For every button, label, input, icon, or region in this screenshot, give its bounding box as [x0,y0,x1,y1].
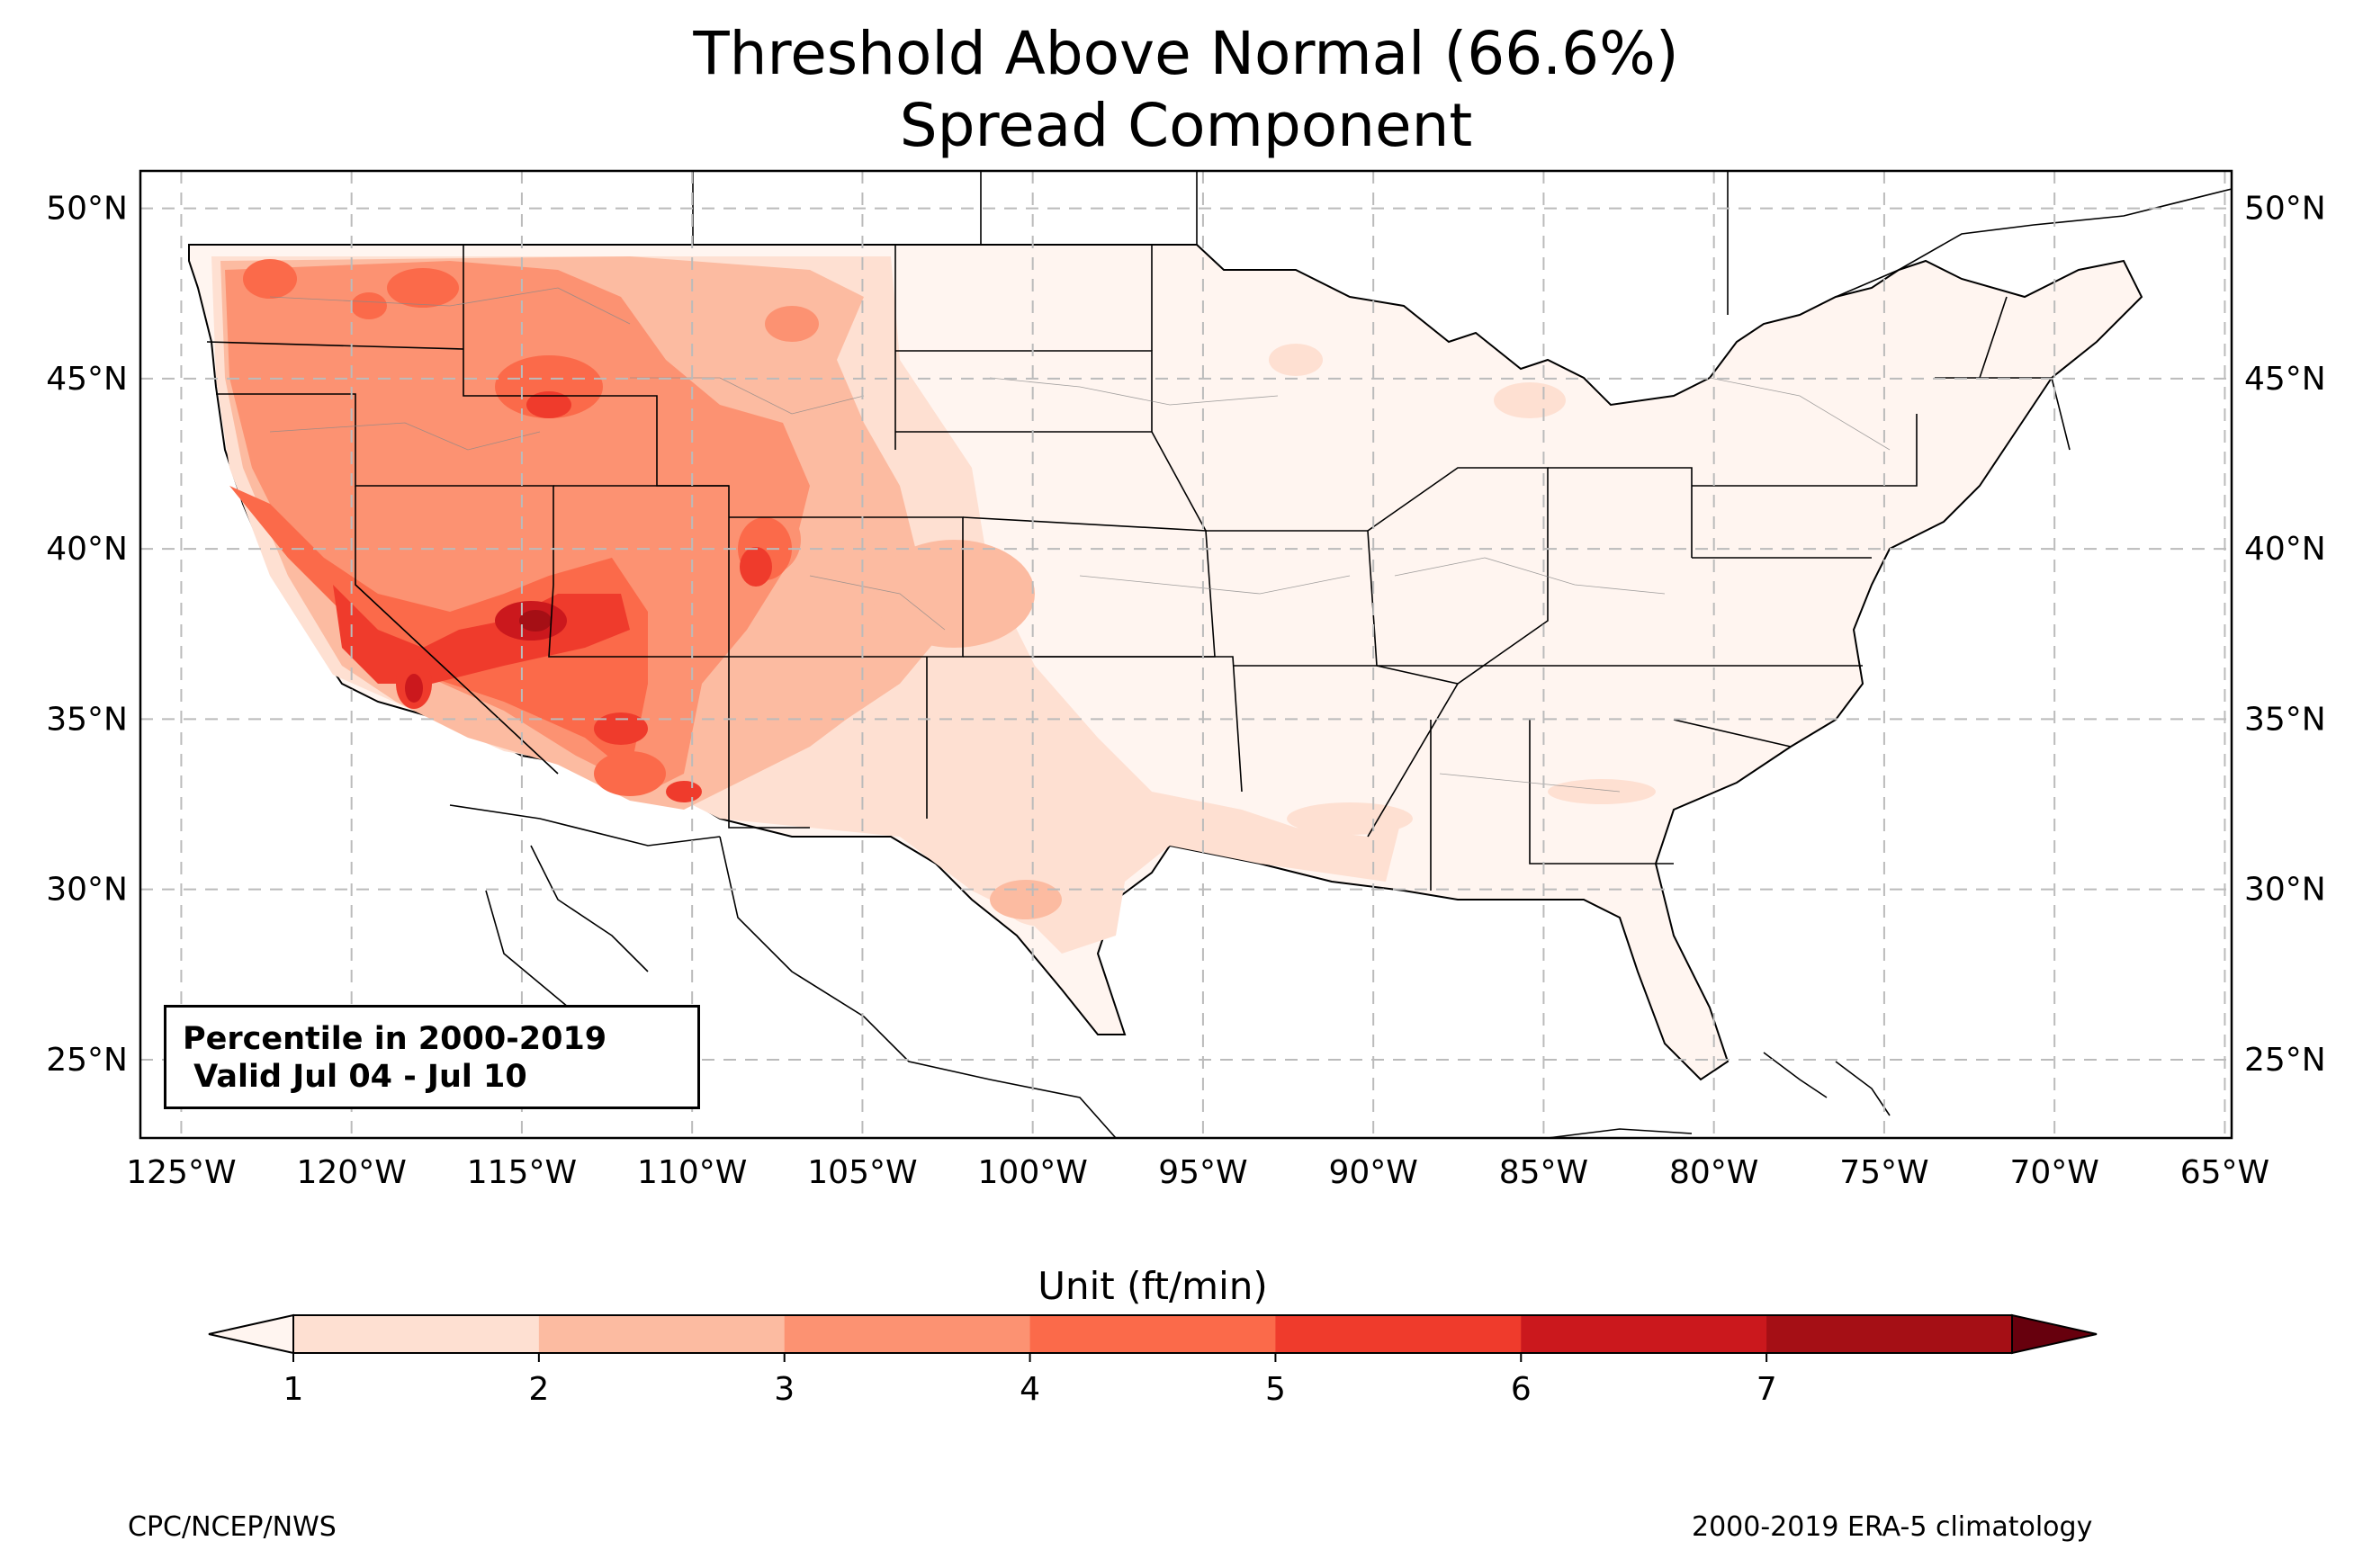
colorbar-tick-label: 2 [528,1371,549,1408]
lon-label: 120°W [297,1154,407,1191]
minor-boundaries [269,287,1891,793]
lon-label: 75°W [1839,1154,1928,1191]
colorbar-over-arrow [2011,1313,2098,1355]
colorbar-tick-label: 6 [1511,1371,1532,1408]
lat-label-right: 25°N [2244,1042,2326,1079]
lat-label-left: 25°N [46,1042,128,1079]
lat-label-right: 45°N [2244,361,2326,398]
lat-label-right: 40°N [2244,531,2326,568]
colorbar-segment [1521,1315,1767,1353]
info-box-line2: Valid Jul 04 - Jul 10 [183,1059,527,1095]
lat-label-right: 50°N [2244,191,2326,228]
colorbar-segment [1275,1315,1522,1353]
map-title: Threshold Above Normal (66.6%) [693,19,1679,88]
contour-level-7 [519,610,552,632]
lon-label: 115°W [467,1154,577,1191]
lat-label-left: 50°N [46,191,128,228]
contour-level-4 [229,259,792,796]
lon-label: 95°W [1158,1154,1247,1191]
credit-right: 2000-2019 ERA-5 climatology [1692,1511,2093,1543]
lat-label-left: 45°N [46,361,128,398]
lat-label-left: 40°N [46,531,128,568]
lat-label-right: 30°N [2244,872,2326,909]
lat-label-left: 35°N [46,701,128,738]
colorbar-under-arrow [208,1313,294,1355]
lon-label: 70°W [2009,1154,2098,1191]
lon-label: 105°W [807,1154,917,1191]
lon-labels-bottom: 125°W 120°W 115°W 110°W 105°W 100°W 95°W 90°W 85… [126,1154,2269,1191]
colorbar-tick-label: 4 [1020,1371,1040,1408]
credit-left: CPC/NCEP/NWS [128,1511,337,1543]
lon-label: 100°W [978,1154,1088,1191]
colorbar-tick-label: 3 [774,1371,795,1408]
gridlines [140,171,2232,1138]
colorbar [208,1313,2098,1355]
colorbar-label: Unit (ft/min) [1038,1264,1268,1308]
colorbar-outline [292,1314,2013,1354]
colorbar-segment [1766,1315,2013,1353]
colorbar-tick-label: 7 [1757,1371,1777,1408]
map-frame [139,169,2233,1140]
lat-labels-right: 50°N 45°N 40°N 35°N 30°N 25°N [2244,191,2326,1079]
colorbar-segment [293,1315,540,1353]
colorbar-segment [784,1315,1031,1353]
map-subtitle: Spread Component [899,91,1473,160]
colorbar-segment [1029,1315,1276,1353]
info-box: Percentile in 2000-2019 Valid Jul 04 - J… [164,1005,700,1109]
colorbar-tick-label: 5 [1265,1371,1286,1408]
lat-label-left: 30°N [46,872,128,909]
lat-labels-left: 50°N 45°N 40°N 35°N 30°N 25°N [46,191,128,1079]
lon-label: 90°W [1328,1154,1417,1191]
info-box-line1: Percentile in 2000-2019 [183,1021,607,1057]
lon-label: 65°W [2180,1154,2269,1191]
colorbar-ticks: 1 2 3 4 5 6 7 [283,1353,1777,1408]
state-boundaries [206,245,2071,891]
lat-label-right: 35°N [2244,701,2326,738]
colorbar-tick-label: 1 [283,1371,304,1408]
lon-label: 80°W [1669,1154,1758,1191]
lon-label: 125°W [126,1154,236,1191]
map-area [140,171,2232,1138]
colorbar-segment [538,1315,786,1353]
lon-label: 110°W [637,1154,747,1191]
lon-label: 85°W [1499,1154,1588,1191]
